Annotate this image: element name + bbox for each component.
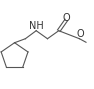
Text: O: O: [62, 13, 70, 23]
Text: O: O: [76, 29, 84, 39]
Text: NH: NH: [29, 21, 44, 31]
